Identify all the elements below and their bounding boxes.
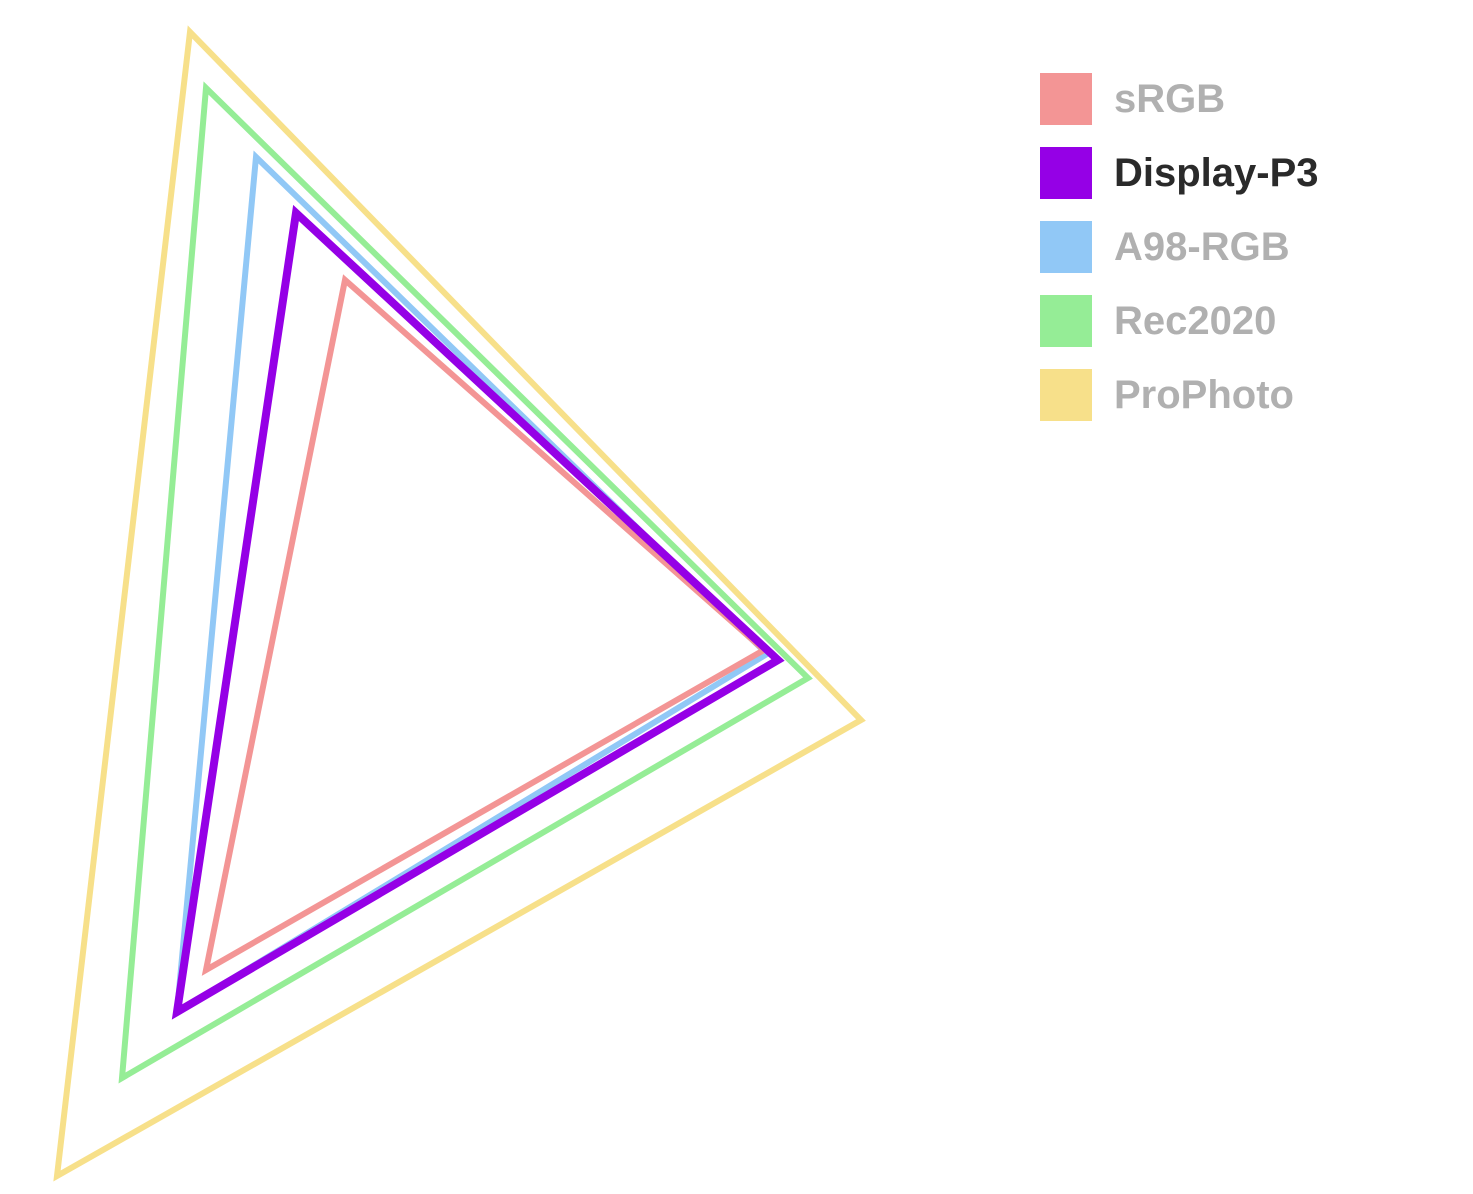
legend-item-srgb[interactable]: sRGB (1040, 62, 1319, 136)
legend-swatch-srgb (1040, 73, 1092, 125)
legend-label-prophoto: ProPhoto (1114, 373, 1294, 418)
legend-swatch-display-p3 (1040, 147, 1092, 199)
legend-item-a98[interactable]: A98-RGB (1040, 210, 1319, 284)
legend-label-rec2020: Rec2020 (1114, 299, 1276, 344)
gamut-triangle-rec2020 (122, 88, 808, 1078)
gamut-triangle-a98 (177, 157, 767, 1012)
legend-swatch-rec2020 (1040, 295, 1092, 347)
legend-label-a98: A98-RGB (1114, 225, 1290, 270)
gamut-triangles-group (57, 32, 861, 1176)
legend-label-display-p3: Display-P3 (1114, 151, 1319, 196)
legend-swatch-prophoto (1040, 369, 1092, 421)
legend: sRGB Display-P3 A98-RGB Rec2020 ProPhoto (1040, 62, 1319, 432)
legend-item-display-p3[interactable]: Display-P3 (1040, 136, 1319, 210)
legend-swatch-a98 (1040, 221, 1092, 273)
gamut-triangle-display-p3 (177, 213, 778, 1012)
legend-item-prophoto[interactable]: ProPhoto (1040, 358, 1319, 432)
legend-item-rec2020[interactable]: Rec2020 (1040, 284, 1319, 358)
legend-label-srgb: sRGB (1114, 77, 1225, 122)
